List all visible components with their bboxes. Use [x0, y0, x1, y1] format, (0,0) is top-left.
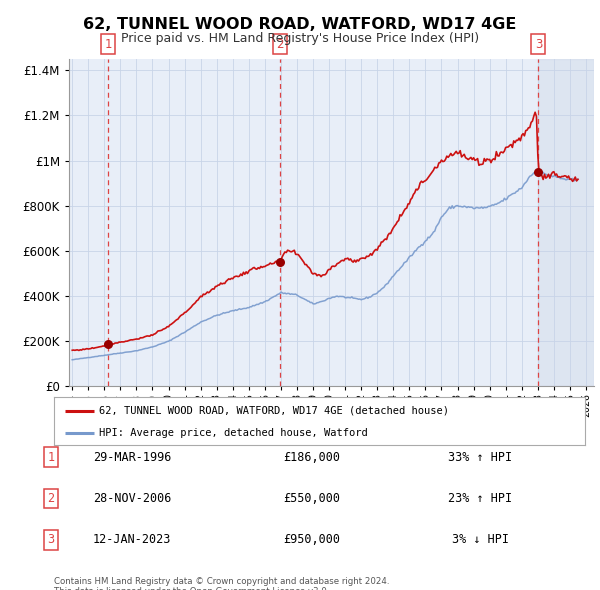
- Text: Price paid vs. HM Land Registry's House Price Index (HPI): Price paid vs. HM Land Registry's House …: [121, 32, 479, 45]
- Text: 1: 1: [47, 451, 55, 464]
- Text: £950,000: £950,000: [284, 533, 341, 546]
- Text: 28-NOV-2006: 28-NOV-2006: [93, 492, 171, 505]
- Text: £186,000: £186,000: [284, 451, 341, 464]
- Bar: [538, 59, 594, 386]
- Text: 62, TUNNEL WOOD ROAD, WATFORD, WD17 4GE: 62, TUNNEL WOOD ROAD, WATFORD, WD17 4GE: [83, 17, 517, 31]
- Text: 3: 3: [535, 38, 542, 51]
- Text: 23% ↑ HPI: 23% ↑ HPI: [448, 492, 512, 505]
- Text: Contains HM Land Registry data © Crown copyright and database right 2024.
This d: Contains HM Land Registry data © Crown c…: [54, 577, 389, 590]
- Text: 1: 1: [104, 38, 112, 51]
- Text: 2: 2: [47, 492, 55, 505]
- Text: 2: 2: [276, 38, 283, 51]
- Text: 62, TUNNEL WOOD ROAD, WATFORD, WD17 4GE (detached house): 62, TUNNEL WOOD ROAD, WATFORD, WD17 4GE …: [99, 405, 449, 415]
- Text: £550,000: £550,000: [284, 492, 341, 505]
- Text: 3: 3: [47, 533, 55, 546]
- Text: 12-JAN-2023: 12-JAN-2023: [93, 533, 171, 546]
- Text: HPI: Average price, detached house, Watford: HPI: Average price, detached house, Watf…: [99, 428, 368, 438]
- Text: 3% ↓ HPI: 3% ↓ HPI: [452, 533, 509, 546]
- Text: 33% ↑ HPI: 33% ↑ HPI: [448, 451, 512, 464]
- Text: 29-MAR-1996: 29-MAR-1996: [93, 451, 171, 464]
